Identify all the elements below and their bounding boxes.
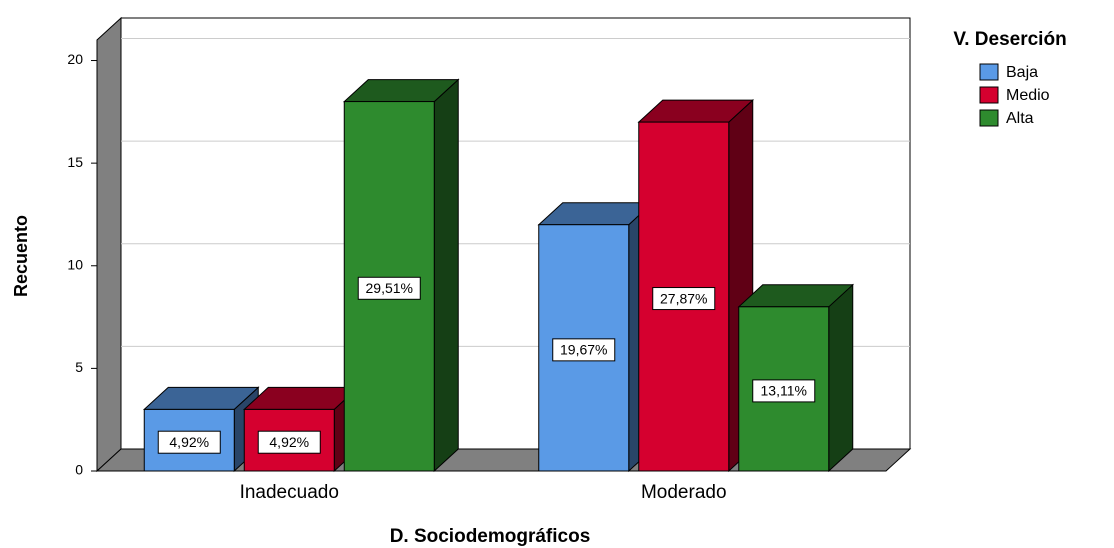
bar-side bbox=[828, 283, 854, 473]
data-label-box bbox=[257, 430, 321, 454]
y-tick-label: 5 bbox=[75, 359, 83, 375]
legend-label: Medio bbox=[1006, 87, 1050, 104]
bar bbox=[737, 283, 855, 473]
bar bbox=[142, 386, 260, 473]
legend-swatch bbox=[979, 86, 999, 104]
bar bbox=[242, 386, 360, 473]
y-axis-label: Recuento bbox=[11, 215, 31, 297]
x-tick-label: Inadecuado bbox=[240, 482, 339, 503]
data-label-box bbox=[652, 287, 716, 311]
data-label: 19,67% bbox=[560, 342, 607, 358]
legend-title: V. Deserción bbox=[953, 29, 1066, 50]
bar-side bbox=[433, 78, 459, 473]
bar bbox=[637, 98, 755, 473]
x-axis-label: D. Sociodemográficos bbox=[390, 526, 591, 547]
y-tick-label: 15 bbox=[67, 154, 83, 170]
data-label: 4,92% bbox=[169, 434, 209, 450]
data-label: 27,87% bbox=[660, 290, 707, 306]
y-tick-label: 20 bbox=[67, 51, 83, 67]
data-label: 4,92% bbox=[269, 434, 309, 450]
left-wall bbox=[96, 16, 122, 473]
data-label: 13,11% bbox=[761, 383, 807, 399]
x-tick-label: Moderado bbox=[641, 482, 727, 503]
legend-label: Alta bbox=[1006, 110, 1034, 127]
y-tick-label: 0 bbox=[75, 462, 83, 478]
legend-swatch bbox=[979, 63, 999, 81]
bar bbox=[537, 201, 655, 473]
data-label-box bbox=[552, 338, 616, 362]
data-label-box bbox=[752, 379, 816, 403]
y-tick-label: 10 bbox=[67, 256, 83, 272]
legend-swatch bbox=[979, 109, 999, 127]
bar bbox=[342, 78, 460, 473]
legend-label: Baja bbox=[1006, 64, 1038, 81]
data-label: 29,51% bbox=[366, 280, 413, 296]
data-label-box bbox=[357, 276, 421, 300]
data-label-box bbox=[157, 430, 221, 454]
